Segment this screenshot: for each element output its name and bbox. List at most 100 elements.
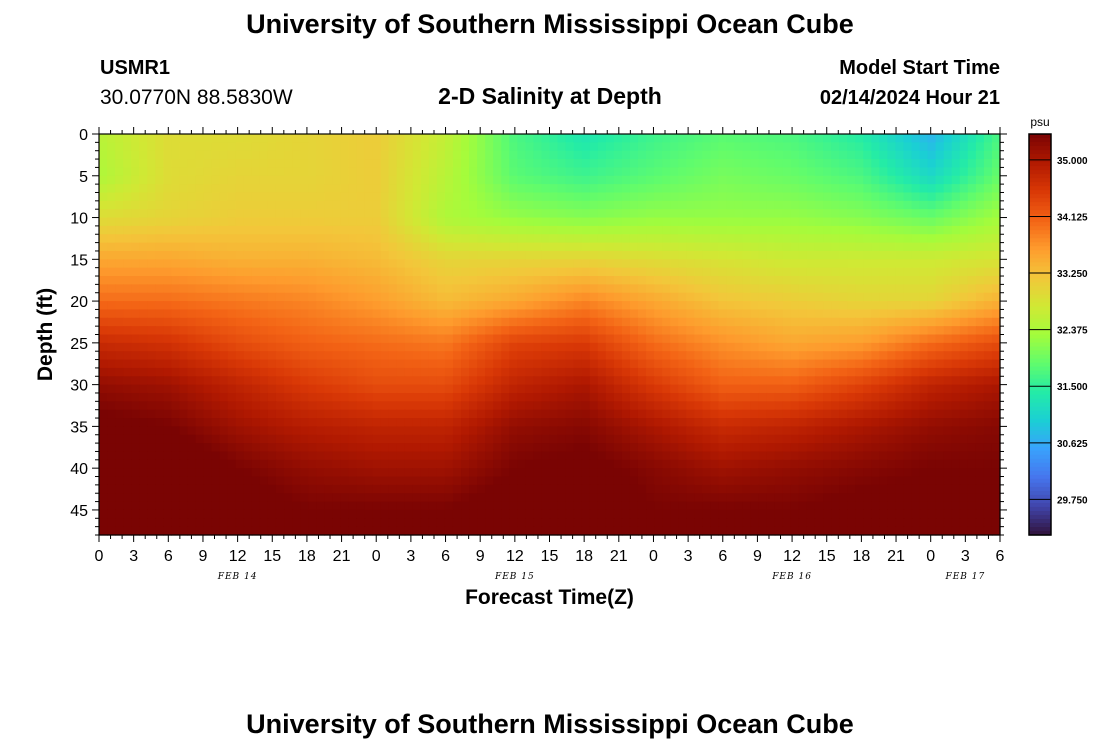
heatmap-cell xyxy=(525,484,535,494)
heatmap-cell xyxy=(380,301,390,311)
heatmap-cell xyxy=(187,409,197,419)
heatmap-cell xyxy=(927,326,937,336)
heatmap-cell xyxy=(718,175,728,185)
heatmap-cell xyxy=(163,451,172,461)
heatmap-cell xyxy=(412,134,422,143)
heatmap-cell xyxy=(147,401,156,411)
heatmap-cell xyxy=(654,142,663,152)
heatmap-cell xyxy=(155,192,164,202)
heatmap-cell xyxy=(903,367,913,377)
heatmap-cell xyxy=(533,192,543,202)
heatmap-cell xyxy=(943,468,953,478)
heatmap-cell xyxy=(911,134,921,143)
heatmap-cell xyxy=(501,384,510,394)
heatmap-cell xyxy=(855,134,864,143)
heatmap-cell xyxy=(975,276,985,285)
heatmap-cell xyxy=(284,334,293,344)
heatmap-cell xyxy=(107,225,116,235)
heatmap-cell xyxy=(380,451,390,461)
heatmap-cell xyxy=(710,150,720,160)
heatmap-cell xyxy=(436,468,446,478)
heatmap-cell xyxy=(581,159,591,169)
heatmap-cell xyxy=(356,309,366,319)
heatmap-cell xyxy=(766,292,776,302)
heatmap-cell xyxy=(605,434,615,444)
heatmap-cell xyxy=(646,476,655,486)
heatmap-cell xyxy=(461,259,470,269)
heatmap-cell xyxy=(823,392,832,402)
heatmap-cell xyxy=(831,150,840,160)
heatmap-cell xyxy=(171,317,181,327)
heatmap-cell xyxy=(790,392,800,402)
heatmap-cell xyxy=(469,342,478,352)
heatmap-cell xyxy=(99,175,108,185)
heatmap-cell xyxy=(967,292,977,302)
heatmap-cell xyxy=(654,200,663,210)
heatmap-cell xyxy=(509,284,518,294)
heatmap-cell xyxy=(485,142,494,152)
heatmap-cell xyxy=(557,484,567,494)
heatmap-cell xyxy=(211,468,221,478)
heatmap-cell xyxy=(742,476,752,486)
heatmap-cell xyxy=(235,351,245,361)
heatmap-cell xyxy=(147,167,156,177)
heatmap-cell xyxy=(251,301,261,311)
heatmap-cell xyxy=(501,418,510,427)
heatmap-cell xyxy=(823,367,832,377)
heatmap-cell xyxy=(750,409,760,419)
heatmap-cell xyxy=(806,468,816,478)
heatmap-cell xyxy=(139,267,148,277)
heatmap-cell xyxy=(316,250,325,260)
heatmap-cell xyxy=(211,292,221,302)
heatmap-cell xyxy=(115,434,124,444)
heatmap-cell xyxy=(533,351,543,361)
heatmap-cell xyxy=(806,334,816,344)
heatmap-cell xyxy=(388,317,398,327)
heatmap-cell xyxy=(340,401,349,411)
heatmap-cell xyxy=(340,468,349,478)
heatmap-cell xyxy=(348,292,358,302)
heatmap-cell xyxy=(139,301,148,311)
heatmap-cell xyxy=(332,401,341,411)
heatmap-cell xyxy=(517,242,526,252)
heatmap-cell xyxy=(300,167,309,177)
heatmap-cell xyxy=(396,167,406,177)
heatmap-cell xyxy=(541,376,551,386)
heatmap-cell xyxy=(259,167,269,177)
heatmap-cell xyxy=(163,192,172,202)
heatmap-cell xyxy=(581,443,591,453)
heatmap-cell xyxy=(227,276,237,285)
heatmap-cell xyxy=(734,134,744,143)
heatmap-cell xyxy=(597,459,607,469)
heatmap-cell xyxy=(662,493,671,503)
heatmap-cell xyxy=(637,384,647,394)
heatmap-cell xyxy=(678,284,687,294)
heatmap-cell xyxy=(806,484,816,494)
heatmap-cell xyxy=(670,334,679,344)
heatmap-cell xyxy=(525,434,535,444)
heatmap-cell xyxy=(678,459,687,469)
heatmap-cell xyxy=(758,234,768,244)
heatmap-cell xyxy=(428,326,438,336)
heatmap-cell xyxy=(259,267,269,277)
heatmap-cell xyxy=(340,159,349,169)
heatmap-cell xyxy=(477,159,486,169)
heatmap-cell xyxy=(107,292,116,302)
heatmap-cell xyxy=(292,242,301,252)
heatmap-cell xyxy=(308,501,317,511)
heatmap-cell xyxy=(316,167,325,177)
heatmap-cell xyxy=(461,401,470,411)
heatmap-cell xyxy=(959,367,969,377)
heatmap-cell xyxy=(147,468,156,478)
heatmap-cell xyxy=(404,242,414,252)
heatmap-cell xyxy=(935,434,945,444)
heatmap-cell xyxy=(123,309,132,319)
heatmap-cell xyxy=(525,459,535,469)
heatmap-cell xyxy=(750,284,760,294)
heatmap-cell xyxy=(396,359,406,369)
heatmap-cell xyxy=(573,434,583,444)
heatmap-cell xyxy=(107,484,116,494)
heatmap-cell xyxy=(782,426,792,436)
heatmap-cell xyxy=(975,342,985,352)
heatmap-cell xyxy=(308,192,317,202)
